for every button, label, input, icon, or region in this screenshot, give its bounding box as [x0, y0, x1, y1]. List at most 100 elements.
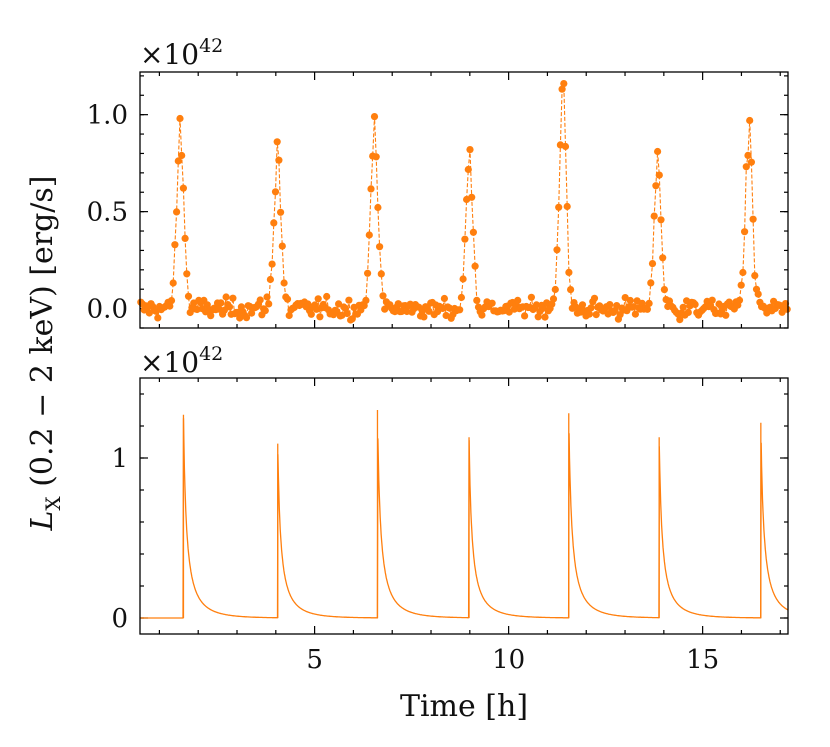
bottom-panel: 5 10 15 0 1 ×1042	[111, 343, 789, 675]
top-panel-ticks: 0.0 0.5 1.0	[87, 72, 788, 329]
data-point	[256, 296, 264, 304]
bottom-multiplier: ×1042	[140, 343, 223, 379]
y-tick-label: 0.5	[87, 198, 128, 228]
bottom-panel-ticks: 5 10 15 0 1	[111, 378, 788, 675]
data-point	[229, 294, 237, 302]
data-point	[176, 114, 184, 123]
data-point	[691, 300, 699, 308]
data-point	[174, 157, 182, 165]
data-point	[425, 307, 433, 315]
data-point	[270, 219, 278, 227]
y-tick-label: 1.0	[87, 101, 128, 131]
data-point	[374, 203, 382, 212]
data-point	[178, 151, 186, 160]
data-point	[263, 293, 271, 301]
data-point	[316, 313, 324, 321]
data-point	[549, 295, 558, 303]
data-point	[684, 308, 692, 316]
data-point	[167, 297, 176, 305]
x-tick-label: 5	[306, 645, 323, 675]
data-point	[749, 215, 757, 223]
data-point	[179, 184, 187, 192]
data-point	[271, 188, 280, 196]
data-point	[587, 304, 595, 312]
top-panel-frame	[139, 71, 789, 329]
data-point	[514, 296, 522, 304]
data-point	[754, 290, 762, 298]
data-point	[283, 295, 292, 303]
data-point	[307, 310, 315, 318]
data-point	[266, 275, 274, 284]
data-point	[376, 243, 384, 251]
top-panel-series	[137, 80, 791, 324]
data-point	[173, 208, 181, 216]
data-point	[459, 275, 467, 283]
data-point	[471, 262, 479, 270]
data-point	[335, 300, 343, 308]
data-point	[660, 286, 669, 294]
data-point	[207, 312, 215, 320]
data-point	[456, 306, 464, 314]
data-point	[553, 246, 561, 254]
y-tick-label: 0	[111, 604, 128, 634]
data-point	[650, 212, 658, 220]
data-point	[676, 316, 684, 324]
data-point	[184, 292, 193, 300]
data-point	[592, 311, 600, 319]
data-point	[268, 260, 276, 268]
data-point	[464, 165, 472, 174]
data-point	[370, 113, 379, 121]
data-point	[461, 235, 469, 243]
data-point	[563, 202, 571, 211]
x-axis-label: Time [h]	[400, 689, 528, 724]
data-point	[222, 293, 230, 301]
data-point	[558, 85, 566, 93]
data-point	[551, 285, 559, 294]
data-point	[488, 299, 496, 307]
data-point	[781, 300, 790, 308]
y-tick-label: 0.0	[87, 295, 128, 325]
data-point	[183, 270, 191, 278]
data-point	[555, 203, 563, 211]
data-point	[626, 296, 634, 305]
data-point	[273, 138, 281, 146]
data-point	[560, 80, 568, 88]
data-point	[362, 296, 370, 304]
data-point	[181, 234, 189, 242]
data-point	[744, 151, 752, 159]
data-point	[420, 313, 428, 321]
data-point	[343, 309, 351, 318]
data-point	[679, 303, 687, 311]
data-point	[469, 228, 477, 236]
data-point	[565, 268, 573, 276]
data-point	[648, 260, 657, 268]
top-multiplier: ×1042	[140, 35, 223, 71]
data-point	[314, 295, 322, 303]
data-point	[737, 281, 745, 289]
data-point	[722, 311, 730, 319]
top-panel: 0.0 0.5 1.0 ×1042	[87, 35, 791, 329]
data-point	[323, 292, 331, 301]
data-point	[578, 301, 587, 309]
model-light-curve	[140, 418, 789, 619]
data-point	[521, 312, 529, 320]
data-point	[751, 272, 759, 280]
data-point	[364, 269, 372, 277]
data-point	[741, 228, 749, 236]
data-point	[440, 294, 448, 303]
data-point	[645, 299, 653, 307]
data-point	[377, 270, 385, 278]
bottom-panel-series	[140, 410, 789, 619]
data-point	[567, 286, 575, 294]
data-point	[742, 163, 750, 171]
data-point	[746, 116, 754, 125]
data-point	[527, 293, 536, 301]
data-point	[171, 241, 179, 249]
data-point	[367, 185, 375, 193]
y-axis-label: LX (0.2 − 2 keV) [erg/s]	[25, 175, 65, 531]
data-point	[242, 314, 251, 322]
data-point	[643, 305, 652, 313]
data-point	[659, 254, 667, 262]
data-point	[275, 156, 283, 164]
data-point	[285, 311, 293, 320]
